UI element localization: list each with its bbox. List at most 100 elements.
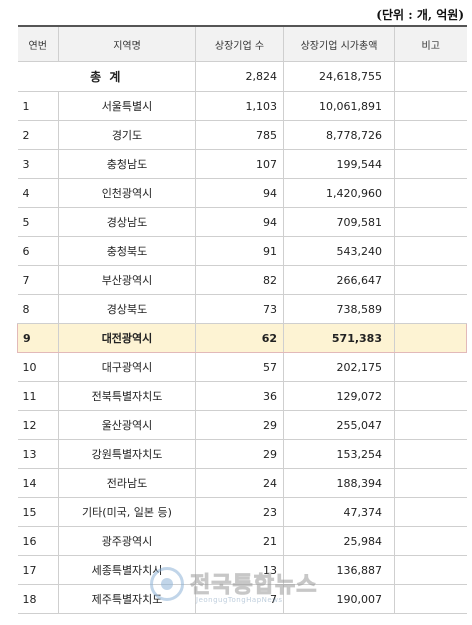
- row-cap: 543,240: [283, 236, 395, 266]
- row-cap: 199,544: [283, 149, 395, 179]
- row-cap: 129,072: [283, 381, 395, 411]
- row-cap: 153,254: [283, 439, 395, 469]
- table-row: 13 강원특별자치도 29 153,254: [17, 439, 467, 469]
- row-no: 12: [17, 410, 59, 440]
- row-cap: 266,647: [283, 265, 395, 295]
- row-cap: 136,887: [283, 555, 395, 585]
- total-note: [394, 61, 467, 92]
- table-row: 2 경기도 785 8,778,726: [17, 120, 467, 150]
- row-cap: 47,374: [283, 497, 395, 527]
- row-note: [394, 381, 467, 411]
- table-row: 17 세종특별자치시 13 136,887: [17, 555, 467, 585]
- table-header-row: 연번 지역명 상장기업 수 상장기업 시가총액 비고: [17, 25, 467, 62]
- row-note: [394, 207, 467, 237]
- row-count: 36: [195, 381, 284, 411]
- row-note: [394, 439, 467, 469]
- row-no: 7: [17, 265, 59, 295]
- table-row: 6 충청북도 91 543,240: [17, 236, 467, 266]
- row-count: 91: [195, 236, 284, 266]
- row-note: [394, 497, 467, 527]
- header-region: 지역명: [58, 25, 196, 62]
- row-no: 4: [17, 178, 59, 208]
- row-note: [394, 323, 467, 353]
- total-cap: 24,618,755: [283, 61, 395, 92]
- row-region: 울산광역시: [58, 410, 196, 440]
- table-row: 14 전라남도 24 188,394: [17, 468, 467, 498]
- header-no: 연번: [17, 25, 59, 62]
- row-no: 11: [17, 381, 59, 411]
- row-note: [394, 265, 467, 295]
- row-no: 2: [17, 120, 59, 150]
- listed-companies-table: 연번 지역명 상장기업 수 상장기업 시가총액 비고 총 계 2,824 24,…: [17, 25, 467, 614]
- row-no: 14: [17, 468, 59, 498]
- row-count: 94: [195, 178, 284, 208]
- row-no: 5: [17, 207, 59, 237]
- row-region: 충청남도: [58, 149, 196, 179]
- row-count: 23: [195, 497, 284, 527]
- row-no: 9: [17, 323, 59, 353]
- table-row: 8 경상북도 73 738,589: [17, 294, 467, 324]
- row-region: 인천광역시: [58, 178, 196, 208]
- table-row: 1 서울특별시 1,103 10,061,891: [17, 91, 467, 121]
- row-count: 7: [195, 584, 284, 614]
- row-region: 세종특별자치시: [58, 555, 196, 585]
- row-region: 경상북도: [58, 294, 196, 324]
- row-region: 대구광역시: [58, 352, 196, 382]
- row-cap: 571,383: [283, 323, 395, 353]
- row-cap: 709,581: [283, 207, 395, 237]
- table-row: 9 대전광역시 62 571,383: [17, 323, 467, 353]
- row-note: [394, 526, 467, 556]
- row-cap: 738,589: [283, 294, 395, 324]
- row-region: 충청북도: [58, 236, 196, 266]
- table-row: 18 제주특별자치도 7 190,007: [17, 584, 467, 614]
- row-count: 1,103: [195, 91, 284, 121]
- table-row: 15 기타(미국, 일본 등) 23 47,374: [17, 497, 467, 527]
- row-note: [394, 468, 467, 498]
- row-region: 광주광역시: [58, 526, 196, 556]
- row-region: 전라남도: [58, 468, 196, 498]
- table-row: 4 인천광역시 94 1,420,960: [17, 178, 467, 208]
- table-row: 10 대구광역시 57 202,175: [17, 352, 467, 382]
- row-region: 경상남도: [58, 207, 196, 237]
- row-count: 13: [195, 555, 284, 585]
- row-count: 21: [195, 526, 284, 556]
- row-cap: 202,175: [283, 352, 395, 382]
- row-cap: 188,394: [283, 468, 395, 498]
- row-note: [394, 149, 467, 179]
- row-count: 29: [195, 439, 284, 469]
- row-note: [394, 91, 467, 121]
- row-note: [394, 410, 467, 440]
- row-region: 대전광역시: [58, 323, 196, 353]
- table-row: 11 전북특별자치도 36 129,072: [17, 381, 467, 411]
- row-cap: 25,984: [283, 526, 395, 556]
- row-note: [394, 236, 467, 266]
- table-row: 3 충청남도 107 199,544: [17, 149, 467, 179]
- row-count: 24: [195, 468, 284, 498]
- row-no: 8: [17, 294, 59, 324]
- row-note: [394, 178, 467, 208]
- header-note: 비고: [394, 25, 467, 62]
- row-note: [394, 120, 467, 150]
- row-note: [394, 584, 467, 614]
- header-cap: 상장기업 시가총액: [283, 25, 395, 62]
- row-count: 82: [195, 265, 284, 295]
- row-note: [394, 555, 467, 585]
- row-cap: 10,061,891: [283, 91, 395, 121]
- row-cap: 1,420,960: [283, 178, 395, 208]
- row-no: 16: [17, 526, 59, 556]
- row-count: 785: [195, 120, 284, 150]
- table-row: 7 부산광역시 82 266,647: [17, 265, 467, 295]
- row-count: 62: [195, 323, 284, 353]
- table-row: 5 경상남도 94 709,581: [17, 207, 467, 237]
- row-no: 6: [17, 236, 59, 266]
- row-region: 서울특별시: [58, 91, 196, 121]
- unit-note: (단위 : 개, 억원): [376, 8, 464, 22]
- row-no: 17: [17, 555, 59, 585]
- row-note: [394, 294, 467, 324]
- total-label: 총 계: [17, 61, 196, 92]
- row-region: 부산광역시: [58, 265, 196, 295]
- row-count: 57: [195, 352, 284, 382]
- row-no: 13: [17, 439, 59, 469]
- row-count: 107: [195, 149, 284, 179]
- row-cap: 8,778,726: [283, 120, 395, 150]
